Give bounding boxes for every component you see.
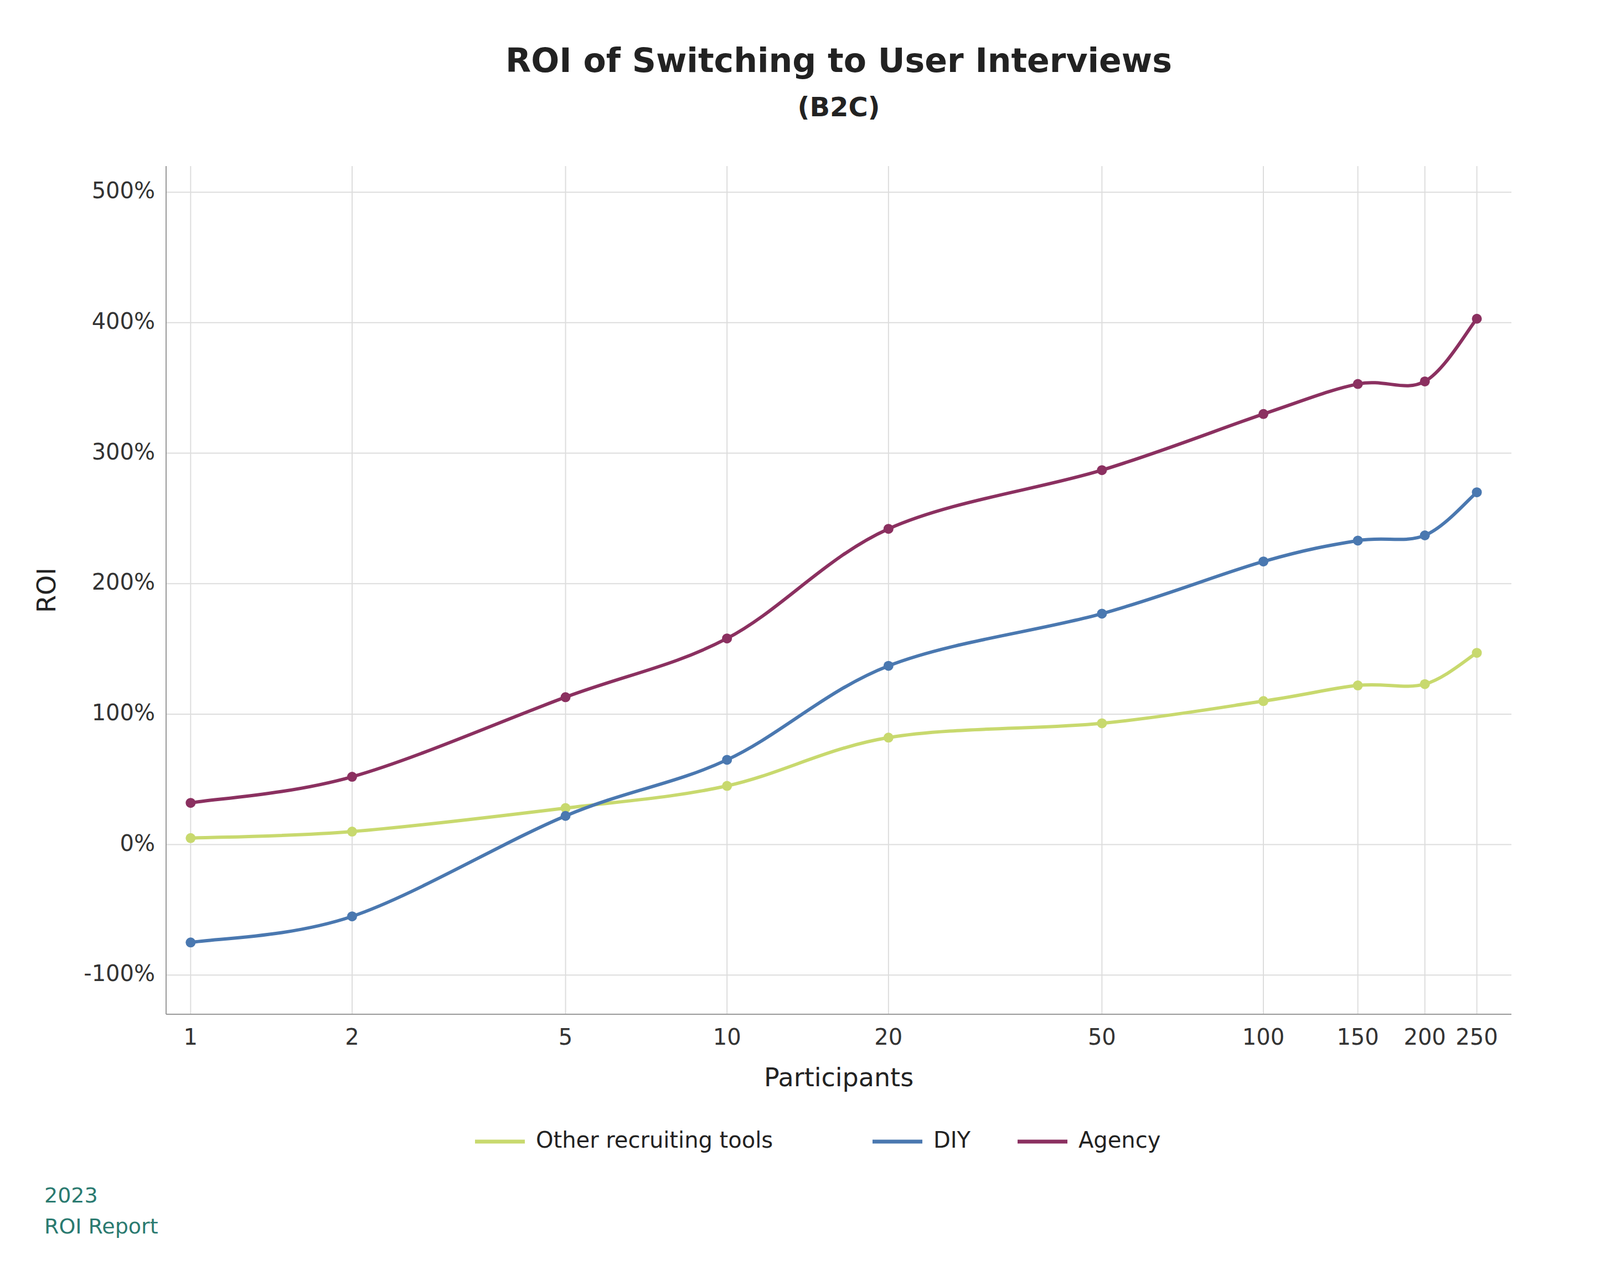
background (0, 0, 1600, 1280)
data-point (721, 781, 732, 792)
data-point (1258, 556, 1269, 567)
data-point (185, 797, 196, 808)
data-point (1472, 313, 1483, 324)
data-point (1353, 680, 1364, 691)
legend-label: Other recruiting tools (535, 1127, 773, 1153)
data-point (1096, 608, 1107, 619)
y-tick-label: 400% (91, 308, 156, 334)
data-point (1353, 379, 1364, 390)
data-point (1420, 530, 1431, 541)
x-axis-label: Participants (764, 1062, 914, 1093)
y-tick-label: 500% (91, 177, 156, 204)
x-grid-line (1262, 166, 1264, 1015)
data-point (1258, 409, 1269, 420)
data-point (560, 692, 571, 703)
data-point (185, 937, 196, 948)
data-point (347, 826, 358, 837)
y-grid-line (166, 582, 1512, 585)
y-axis-label: ROI (31, 567, 62, 613)
x-grid-line (1476, 166, 1478, 1015)
x-tick-label: 50 (1087, 1024, 1117, 1050)
legend: Other recruiting tools DIY Agency (475, 1127, 1161, 1153)
x-tick-label: 5 (558, 1024, 573, 1050)
y-axis-line (165, 166, 167, 1015)
subtitle: (B2C) (797, 91, 880, 123)
data-point (347, 911, 358, 922)
data-point (1420, 376, 1431, 387)
series (185, 313, 1482, 808)
series (185, 487, 1482, 948)
x-grid-line (1424, 166, 1426, 1015)
x-grid-line (1101, 166, 1103, 1015)
y-grid-line (166, 322, 1512, 324)
x-tick-label: 250 (1455, 1024, 1498, 1050)
y-grid-line (166, 191, 1512, 193)
data-point (560, 811, 571, 822)
legend-label: DIY (933, 1127, 972, 1153)
chart: ROI of Switching to User Interviews (B2C)… (0, 0, 1600, 1280)
legend-swatch (872, 1139, 923, 1144)
y-grid-line (166, 713, 1512, 715)
x-grid-line (189, 166, 192, 1015)
data-point (1096, 718, 1107, 729)
plot-area (185, 313, 1482, 948)
title: ROI of Switching to User Interviews (505, 40, 1173, 80)
series-line (190, 318, 1477, 803)
y-tick-label: -100% (83, 960, 156, 987)
annotation: 2023 (44, 1183, 98, 1208)
y-tick-label: 100% (91, 699, 156, 726)
y-tick-label: 0% (120, 830, 156, 856)
data-point (185, 833, 196, 844)
data-point (1472, 487, 1483, 498)
data-point (1472, 647, 1483, 658)
y-tick-label: 200% (91, 569, 156, 595)
grid (166, 166, 1512, 1015)
x-grid-line (351, 166, 353, 1015)
data-point (1353, 535, 1364, 546)
data-point (721, 633, 732, 644)
y-grid-line (166, 452, 1512, 454)
x-grid-line (726, 166, 728, 1015)
series (185, 647, 1482, 844)
x-grid-line (565, 166, 567, 1015)
x-axis-line (166, 1013, 1512, 1015)
x-tick-label: 150 (1336, 1024, 1379, 1050)
series-line (190, 652, 1477, 839)
y-tick-label: 300% (91, 439, 156, 465)
x-tick-label: 200 (1403, 1024, 1446, 1050)
x-tick-label: 10 (713, 1024, 742, 1050)
x-grid-line (1357, 166, 1359, 1015)
data-point (1096, 465, 1107, 476)
x-grid-line (888, 166, 890, 1015)
x-tick-label: 2 (344, 1024, 359, 1050)
data-point (883, 523, 894, 534)
legend-swatch (475, 1139, 525, 1144)
legend-label: Agency (1078, 1127, 1161, 1153)
tick-labels: -100% 0% 100% 200% 300% 400% 500% 1 2 5 10 20 50 100 1… (83, 177, 1499, 1050)
data-point (883, 732, 894, 743)
annotation: ROI Report (44, 1214, 159, 1239)
data-point (1420, 679, 1431, 690)
legend-swatch (1017, 1139, 1068, 1144)
x-tick-label: 100 (1242, 1024, 1285, 1050)
data-point (1258, 695, 1269, 706)
y-grid-line (166, 974, 1512, 976)
x-tick-label: 1 (183, 1024, 198, 1050)
y-grid-line (166, 844, 1512, 846)
data-point (347, 771, 358, 782)
x-tick-label: 20 (874, 1024, 903, 1050)
data-point (721, 754, 732, 765)
data-point (883, 661, 894, 672)
